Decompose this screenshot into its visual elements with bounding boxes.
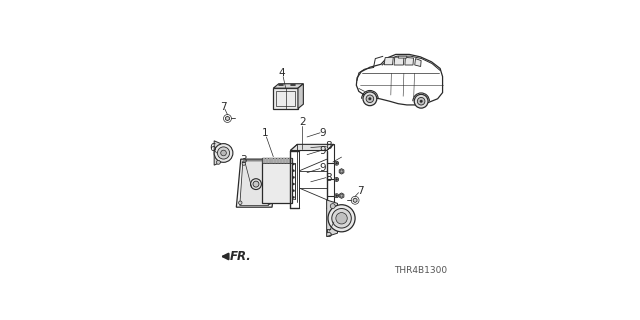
Circle shape bbox=[239, 201, 242, 204]
Text: 1: 1 bbox=[262, 128, 269, 138]
Circle shape bbox=[335, 179, 338, 180]
Text: FR.: FR. bbox=[230, 250, 252, 263]
Polygon shape bbox=[384, 57, 394, 65]
Circle shape bbox=[340, 170, 343, 173]
Circle shape bbox=[328, 205, 355, 232]
Circle shape bbox=[214, 144, 233, 162]
Polygon shape bbox=[285, 158, 288, 163]
Circle shape bbox=[218, 147, 230, 159]
Polygon shape bbox=[214, 141, 221, 165]
Polygon shape bbox=[262, 158, 292, 204]
Circle shape bbox=[292, 170, 294, 172]
Text: 4: 4 bbox=[278, 68, 285, 78]
Circle shape bbox=[292, 176, 294, 178]
Polygon shape bbox=[269, 158, 271, 163]
Circle shape bbox=[414, 94, 428, 108]
Polygon shape bbox=[277, 158, 279, 163]
Polygon shape bbox=[275, 158, 276, 163]
Circle shape bbox=[335, 162, 338, 164]
Circle shape bbox=[336, 212, 348, 224]
Polygon shape bbox=[280, 158, 282, 163]
Text: 5: 5 bbox=[324, 229, 332, 239]
Polygon shape bbox=[225, 116, 229, 121]
Text: 3: 3 bbox=[241, 156, 247, 165]
Circle shape bbox=[216, 160, 220, 164]
Circle shape bbox=[221, 150, 227, 156]
Circle shape bbox=[242, 162, 246, 165]
Circle shape bbox=[335, 178, 339, 181]
Polygon shape bbox=[271, 158, 273, 163]
Polygon shape bbox=[289, 158, 291, 163]
Circle shape bbox=[292, 163, 294, 165]
Polygon shape bbox=[394, 57, 404, 65]
Polygon shape bbox=[283, 158, 285, 163]
Text: 8: 8 bbox=[325, 141, 332, 151]
Polygon shape bbox=[263, 158, 265, 163]
Text: 9: 9 bbox=[319, 164, 326, 173]
Polygon shape bbox=[405, 57, 413, 65]
Circle shape bbox=[366, 95, 374, 103]
Polygon shape bbox=[262, 158, 292, 163]
Circle shape bbox=[335, 195, 338, 197]
Polygon shape bbox=[339, 193, 344, 198]
Text: 9: 9 bbox=[319, 128, 326, 138]
Circle shape bbox=[369, 98, 371, 100]
Circle shape bbox=[292, 196, 294, 198]
Circle shape bbox=[271, 162, 274, 165]
Polygon shape bbox=[291, 144, 333, 150]
Circle shape bbox=[417, 97, 425, 105]
Text: 2: 2 bbox=[299, 117, 305, 127]
Text: 6: 6 bbox=[210, 143, 216, 153]
Polygon shape bbox=[236, 159, 276, 207]
Circle shape bbox=[292, 190, 294, 192]
Polygon shape bbox=[240, 161, 272, 205]
Polygon shape bbox=[339, 169, 344, 174]
Polygon shape bbox=[266, 158, 268, 163]
Text: 7: 7 bbox=[220, 102, 227, 112]
Polygon shape bbox=[298, 84, 303, 108]
Text: 7: 7 bbox=[356, 186, 364, 196]
Circle shape bbox=[330, 204, 335, 209]
Circle shape bbox=[253, 181, 259, 187]
Text: 8: 8 bbox=[325, 172, 332, 183]
Circle shape bbox=[420, 100, 422, 102]
Circle shape bbox=[250, 179, 261, 189]
Polygon shape bbox=[398, 56, 407, 58]
Polygon shape bbox=[273, 88, 298, 108]
Text: 9: 9 bbox=[319, 146, 326, 156]
Text: THR4B1300: THR4B1300 bbox=[394, 267, 447, 276]
Polygon shape bbox=[415, 59, 421, 67]
Circle shape bbox=[335, 194, 339, 198]
Circle shape bbox=[332, 209, 351, 228]
Circle shape bbox=[340, 194, 343, 197]
Circle shape bbox=[292, 183, 294, 185]
Circle shape bbox=[335, 161, 339, 165]
Polygon shape bbox=[326, 200, 337, 236]
Polygon shape bbox=[353, 198, 357, 203]
Circle shape bbox=[363, 92, 377, 106]
Polygon shape bbox=[273, 84, 303, 88]
Circle shape bbox=[268, 201, 271, 204]
